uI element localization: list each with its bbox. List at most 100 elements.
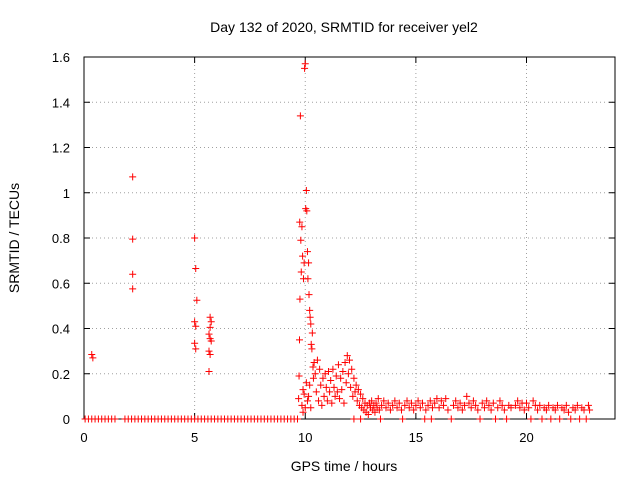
data-point bbox=[529, 397, 537, 405]
data-point bbox=[129, 285, 137, 293]
data-point bbox=[338, 386, 346, 394]
data-point bbox=[129, 235, 137, 243]
y-tick-label: 0.6 bbox=[52, 276, 70, 291]
data-point bbox=[514, 397, 522, 405]
data-point bbox=[384, 399, 392, 407]
data-point bbox=[410, 406, 418, 414]
data-point bbox=[500, 406, 508, 414]
data-point bbox=[389, 401, 397, 409]
data-point bbox=[407, 399, 415, 407]
data-point bbox=[327, 377, 335, 385]
y-tick-label: 0.4 bbox=[52, 322, 70, 337]
data-point bbox=[353, 397, 361, 405]
x-tick-label: 5 bbox=[191, 430, 198, 445]
data-point bbox=[193, 296, 201, 304]
plot-frame bbox=[83, 56, 616, 420]
data-point bbox=[337, 374, 345, 382]
data-point bbox=[527, 415, 535, 423]
data-point bbox=[492, 415, 500, 423]
data-point bbox=[551, 406, 559, 414]
data-point bbox=[435, 404, 443, 412]
data-point bbox=[350, 415, 358, 423]
data-point bbox=[395, 399, 403, 407]
y-axis-label: SRMTID / TECUs bbox=[6, 183, 22, 293]
data-point bbox=[478, 399, 486, 407]
data-point bbox=[319, 374, 327, 382]
data-point bbox=[525, 404, 533, 412]
y-tick-label: 1.6 bbox=[52, 50, 70, 65]
data-point bbox=[553, 401, 561, 409]
data-point bbox=[427, 415, 435, 423]
data-point bbox=[296, 112, 304, 120]
data-point bbox=[567, 415, 575, 423]
data-point bbox=[352, 381, 360, 389]
data-point bbox=[452, 397, 460, 405]
data-point bbox=[333, 388, 341, 396]
data-point bbox=[428, 404, 436, 412]
data-point bbox=[301, 60, 309, 68]
axis-tick-labels: 0 5 10 15 20 0 0.2 0.4 0.6 0.8 1 1.2 1.4 1.6 bbox=[52, 50, 534, 445]
data-point bbox=[296, 218, 304, 226]
data-point bbox=[520, 406, 528, 414]
data-point bbox=[536, 401, 544, 409]
data-point bbox=[498, 401, 506, 409]
data-point bbox=[516, 404, 524, 412]
data-point bbox=[467, 404, 475, 412]
data-point bbox=[299, 408, 307, 416]
data-point bbox=[393, 404, 401, 412]
data-point bbox=[309, 363, 317, 371]
data-point bbox=[469, 397, 477, 405]
data-point bbox=[300, 390, 308, 398]
y-tick-label: 0.2 bbox=[52, 367, 70, 382]
x-tick-label: 0 bbox=[80, 430, 87, 445]
data-point bbox=[316, 365, 324, 373]
data-point bbox=[348, 365, 356, 373]
data-point bbox=[584, 401, 592, 409]
data-point bbox=[359, 395, 367, 403]
data-point bbox=[350, 374, 358, 382]
x-tick-label: 20 bbox=[519, 430, 533, 445]
data-point bbox=[472, 401, 480, 409]
data-point bbox=[523, 399, 530, 407]
data-points bbox=[81, 60, 594, 423]
data-point bbox=[447, 415, 455, 423]
data-point bbox=[129, 270, 137, 278]
x-tick-label: 15 bbox=[409, 430, 423, 445]
data-point bbox=[463, 392, 471, 400]
data-point bbox=[318, 401, 326, 409]
data-point bbox=[368, 397, 376, 405]
data-point bbox=[311, 370, 319, 378]
data-point bbox=[371, 408, 379, 416]
data-point bbox=[401, 401, 409, 409]
data-point bbox=[403, 397, 411, 405]
data-point bbox=[442, 395, 450, 403]
data-point bbox=[542, 406, 550, 414]
x-tick-label: 10 bbox=[298, 430, 312, 445]
data-point bbox=[297, 236, 305, 244]
data-point bbox=[346, 356, 353, 364]
data-point bbox=[437, 397, 445, 405]
y-tick-label: 1 bbox=[63, 186, 70, 201]
data-point bbox=[296, 295, 304, 303]
y-tick-label: 1.2 bbox=[52, 141, 70, 156]
data-point bbox=[538, 415, 546, 423]
data-point bbox=[507, 404, 515, 412]
data-point bbox=[405, 404, 413, 412]
data-point bbox=[323, 397, 331, 405]
data-point bbox=[571, 406, 579, 414]
data-point bbox=[334, 361, 342, 369]
data-point bbox=[330, 383, 338, 391]
data-point bbox=[416, 404, 424, 412]
data-point bbox=[306, 306, 314, 314]
data-point bbox=[347, 383, 355, 391]
data-point bbox=[547, 415, 555, 423]
data-point bbox=[309, 374, 317, 382]
data-point bbox=[511, 401, 519, 409]
data-point bbox=[313, 356, 321, 364]
data-point bbox=[424, 401, 432, 409]
data-point bbox=[304, 275, 312, 283]
data-point bbox=[295, 395, 303, 403]
data-point bbox=[303, 207, 311, 215]
data-point bbox=[461, 401, 469, 409]
